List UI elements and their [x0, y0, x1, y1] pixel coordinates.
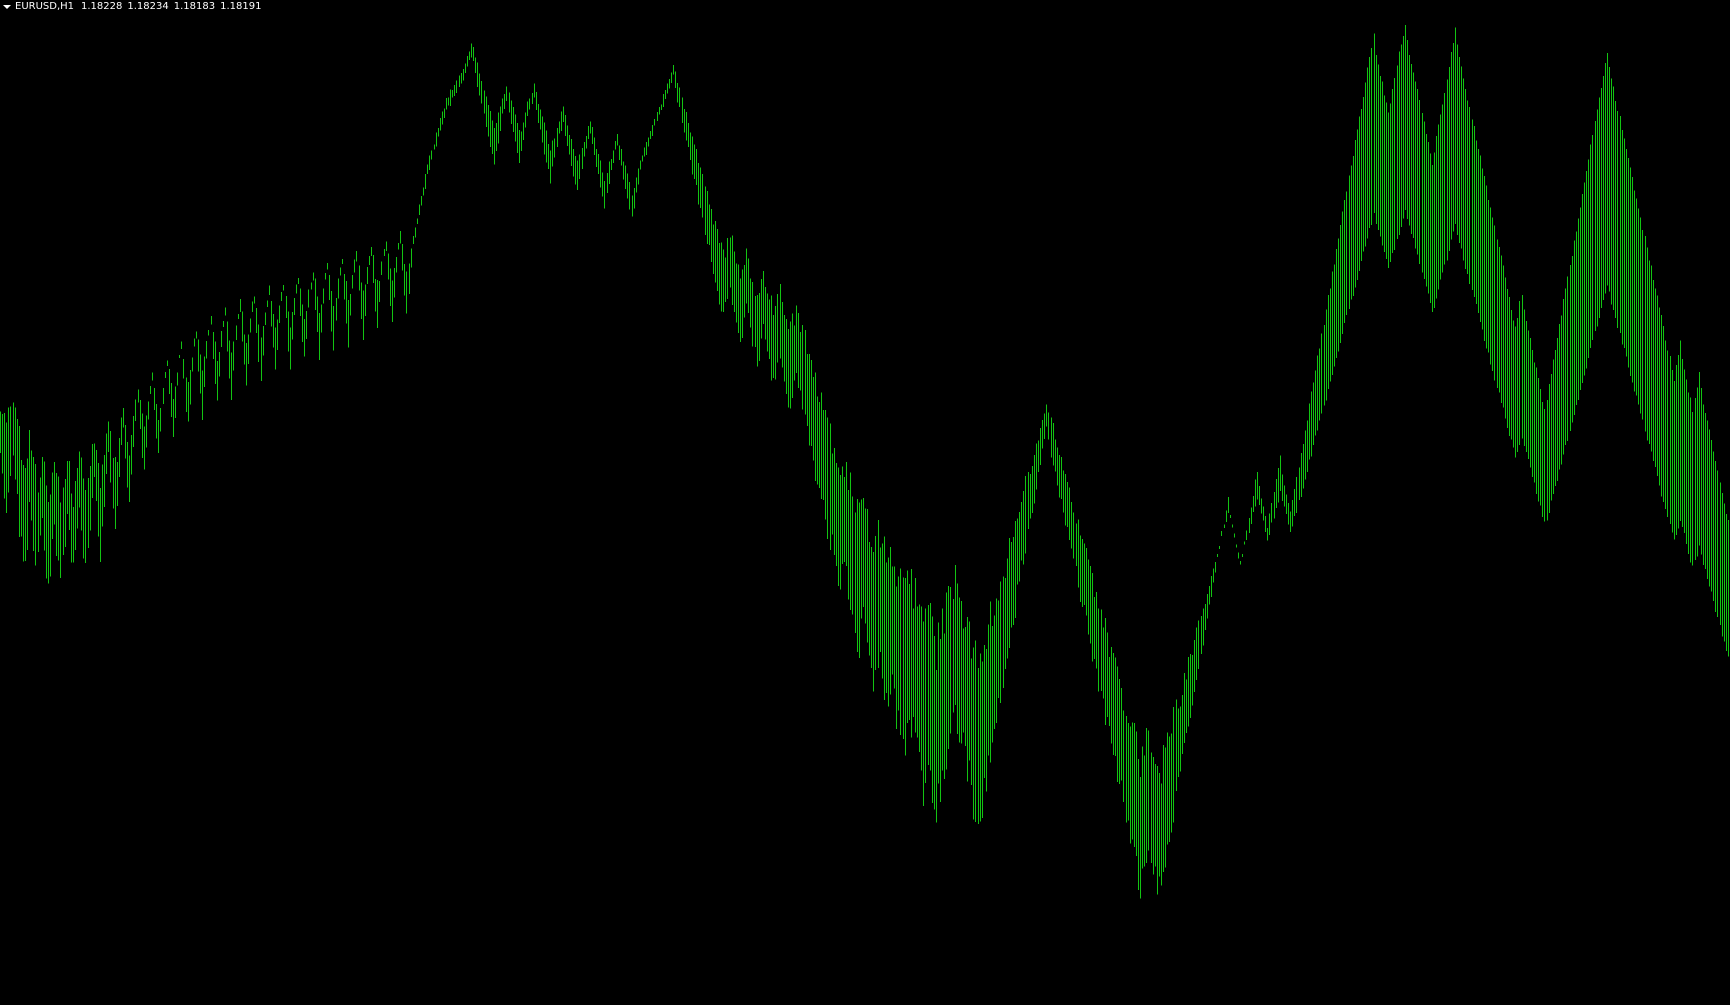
symbol-period-label[interactable]: EURUSD,H1: [15, 1, 75, 12]
chevron-down-icon[interactable]: [2, 1, 13, 12]
ohlc-high-value: 1.18234: [127, 1, 169, 12]
ohlc-bars-group: [0, 24, 1729, 899]
ohlc-close-value: 1.18191: [220, 1, 262, 12]
ohlc-low-value: 1.18183: [173, 1, 216, 12]
ohlc-open-value: 1.18228: [81, 1, 123, 12]
chart-header: EURUSD,H1 1.18228 1.18234 1.18183 1.1819…: [0, 0, 261, 13]
